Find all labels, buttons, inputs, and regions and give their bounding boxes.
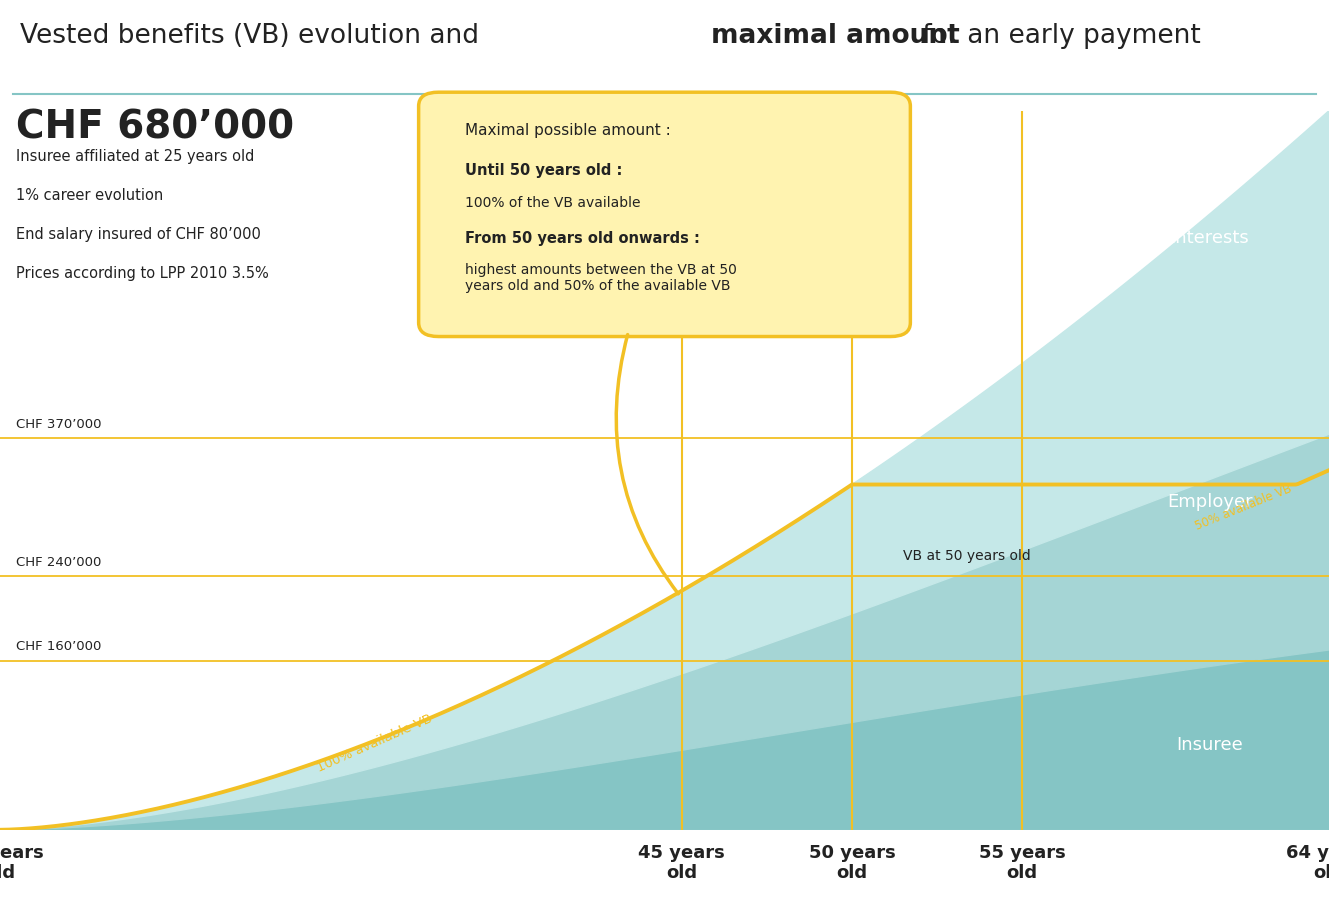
Text: VB at 50 years old: VB at 50 years old <box>902 550 1031 563</box>
Text: 64 years
old: 64 years old <box>1285 844 1329 882</box>
Text: 100% of the VB available: 100% of the VB available <box>465 196 641 210</box>
Text: 25 years
old: 25 years old <box>0 844 44 882</box>
Text: Insuree: Insuree <box>1176 736 1243 754</box>
Text: 1% career evolution: 1% career evolution <box>16 188 163 203</box>
Text: CHF 160’000: CHF 160’000 <box>16 640 101 653</box>
Text: CHF 370’000: CHF 370’000 <box>16 418 101 431</box>
Text: Insuree affiliated at 25 years old: Insuree affiliated at 25 years old <box>16 149 254 164</box>
Text: Maximal possible amount :: Maximal possible amount : <box>465 123 671 137</box>
Text: 100% available VB: 100% available VB <box>315 712 435 774</box>
Text: Employer: Employer <box>1167 493 1252 511</box>
Text: Until 50 years old :: Until 50 years old : <box>465 163 622 178</box>
Text: for an early payment: for an early payment <box>914 23 1201 49</box>
Text: 50 years
old: 50 years old <box>808 844 896 882</box>
Text: Interests: Interests <box>1171 229 1249 246</box>
Text: From 50 years old onwards :: From 50 years old onwards : <box>465 230 700 245</box>
Text: maximal amount: maximal amount <box>711 23 960 49</box>
Text: Prices according to LPP 2010 3.5%: Prices according to LPP 2010 3.5% <box>16 266 268 280</box>
Text: 55 years
old: 55 years old <box>979 844 1066 882</box>
Text: CHF 240’000: CHF 240’000 <box>16 556 101 569</box>
Text: CHF 680’000: CHF 680’000 <box>16 109 294 147</box>
Text: highest amounts between the VB at 50
years old and 50% of the available VB: highest amounts between the VB at 50 yea… <box>465 263 738 293</box>
Text: 50% available VB: 50% available VB <box>1193 482 1294 533</box>
Text: Vested benefits (VB) evolution and: Vested benefits (VB) evolution and <box>20 23 488 49</box>
Text: 45 years
old: 45 years old <box>638 844 724 882</box>
Text: End salary insured of CHF 80’000: End salary insured of CHF 80’000 <box>16 227 260 242</box>
